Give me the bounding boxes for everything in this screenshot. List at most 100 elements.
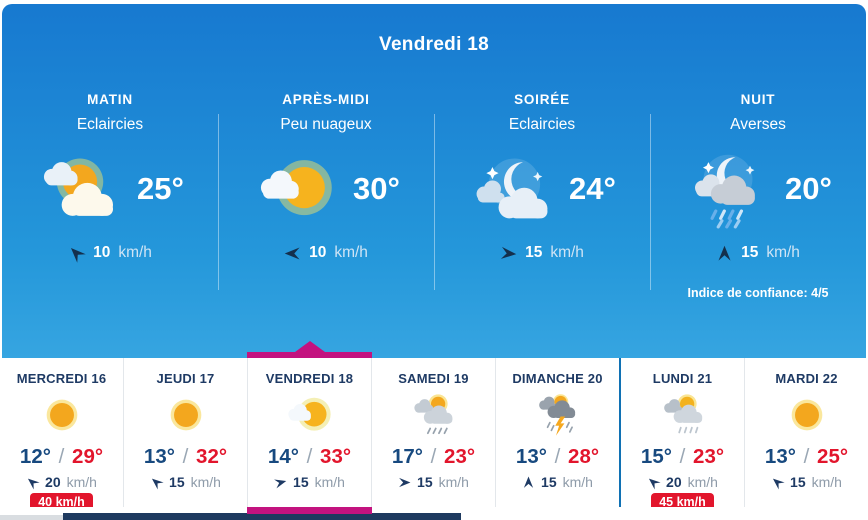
sun-rain-icon [372,391,495,439]
period-main: 24° [434,142,650,236]
day-card[interactable]: JEUDI 17 13° / 32° 15 km/h [124,358,248,507]
day-name: JEUDI 17 [156,371,215,386]
gust-row [248,493,371,514]
wind-speed: 15 [741,244,759,261]
bottom-bar-navy-segment [63,513,461,520]
day-card[interactable]: MARDI 22 13° / 25° 15 km/h [745,358,868,507]
wind-direction-icon [274,478,287,488]
day-name: DIMANCHE 20 [512,371,603,386]
temp-min: 13° [764,445,796,468]
wind-speed: 15 [293,474,309,490]
wind-unit: km/h [314,474,345,490]
wind-direction-icon [648,478,661,490]
temp-separator: / [803,445,810,468]
day-wind: 20 km/h [621,474,744,490]
temp-separator: / [554,445,561,468]
wind-direction-icon [523,476,534,488]
temp-min: 13° [143,445,175,468]
period-name: SOIRÉE [514,92,570,107]
day-temperatures: 15° / 23° [621,445,744,469]
temp-separator: / [182,445,189,468]
period-name: NUIT [740,92,776,107]
temp-min: 14° [267,445,299,468]
temp-separator: / [430,445,437,468]
bottom-bar-gray-segment [0,515,63,520]
wind-speed: 15 [541,474,557,490]
wind-speed: 10 [309,244,327,261]
temp-min: 13° [515,445,547,468]
sun-icon [0,391,123,439]
period-wind: 10 km/h [218,244,434,262]
wind-unit: km/h [687,474,718,490]
temp-separator: / [679,445,686,468]
temp-max: 25° [817,445,849,468]
period-condition: Peu nuageux [280,116,372,133]
wind-speed: 15 [790,474,806,490]
temp-min: 12° [19,445,51,468]
period-main: 20° [650,142,866,236]
wind-unit: km/h [562,474,593,490]
sun-icon [745,391,868,439]
temp-min: 15° [640,445,672,468]
day-card[interactable]: LUNDI 21 15° / 23° 20 km/h 45 km/h [621,358,745,512]
temp-max: 29° [72,445,104,468]
wind-direction-icon [718,245,731,261]
wind-direction-icon [772,478,785,490]
period-wind: 10 km/h [2,244,218,263]
wind-unit: km/h [550,244,584,261]
wind-direction-icon [27,478,40,490]
wind-direction-icon [500,246,517,259]
wind-direction-icon [71,247,86,263]
forecast-period: SOIRÉE Eclaircies 24° 15 km/h [434,92,650,290]
wind-direction-icon [399,477,411,487]
wind-unit: km/h [118,244,152,261]
day-wind: 15 km/h [124,474,247,490]
day-wind: 15 km/h [745,474,868,490]
forecast-period: MATIN Eclaircies 25° 10 km/h [2,92,218,263]
day-card[interactable]: SAMEDI 19 17° / 23° 15 km/h [372,358,496,507]
period-main: 25° [2,142,218,236]
week-day-tabs: MERCREDI 16 12° / 29° 20 km/h 40 km/h JE… [0,341,868,514]
day-temperatures: 13° / 25° [745,445,868,469]
day-card[interactable]: VENDREDI 18 14° / 33° 15 km/h [247,341,372,514]
period-condition: Eclaircies [508,116,576,133]
wind-unit: km/h [334,244,368,261]
wind-unit: km/h [766,244,800,261]
period-name: MATIN [87,92,133,107]
sun-small-cloud-icon [248,391,371,439]
day-card[interactable]: MERCREDI 16 12° / 29° 20 km/h 40 km/h [0,358,124,512]
wind-direction-icon [151,478,164,490]
storm-icon [496,391,619,439]
page-bottom-strip [0,507,868,520]
sun-clouds-icon [36,148,124,230]
sun-rain-light-icon [621,391,744,439]
day-temperatures: 13° / 32° [124,445,247,469]
temp-max: 23° [693,445,725,468]
day-card[interactable]: DIMANCHE 20 13° / 28° 15 km/h [496,358,621,507]
day-name: SAMEDI 19 [398,371,469,386]
wind-unit: km/h [66,474,97,490]
wind-speed: 10 [93,244,111,261]
temp-max: 23° [444,445,476,468]
temp-separator: / [306,445,313,468]
period-name: APRÈS-MIDI [282,92,370,107]
temp-max: 33° [320,445,352,468]
wind-direction-icon [284,246,300,260]
forecast-period: APRÈS-MIDI Peu nuageux 30° 10 km/h [218,92,434,290]
selected-day-detail-panel: Vendredi 18 MATIN Eclaircies 25° 10 km/h… [2,4,866,358]
moon-clouds-icon [468,148,556,230]
day-temperatures: 14° / 33° [248,445,371,469]
temp-separator: / [58,445,65,468]
wind-unit: km/h [438,474,469,490]
period-wind: 15 km/h [650,244,866,262]
sun-icon [124,391,247,439]
day-name: MERCREDI 16 [16,371,107,386]
confidence-index-note: Indice de confiance: 4/5 [687,286,829,300]
day-temperatures: 13° / 28° [496,445,619,469]
period-temperature: 30° [353,171,400,206]
day-wind: 15 km/h [372,474,495,490]
day-temperatures: 17° / 23° [372,445,495,469]
wind-speed: 20 [45,474,61,490]
period-condition: Eclaircies [76,116,144,133]
